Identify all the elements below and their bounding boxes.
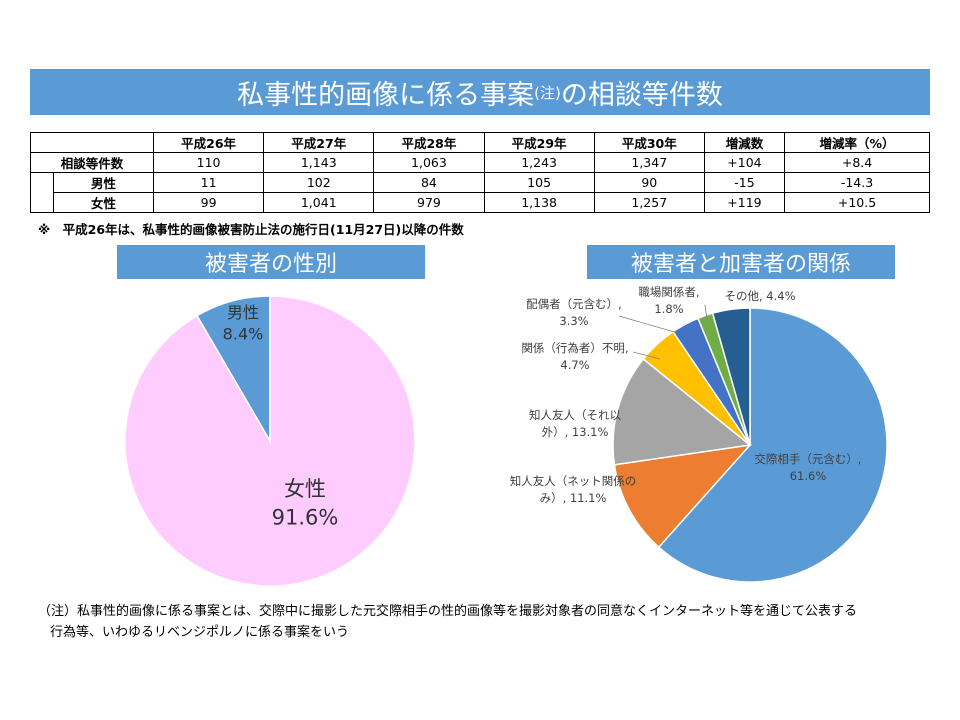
row-label: 女性 [53, 192, 154, 213]
relation-chart-title: 被害者と加害者の関係 [587, 245, 895, 279]
pie-label: 配偶者（元含む）, [526, 297, 622, 311]
footnote-bottom-line2: 行為等、いわゆるリベンジポルノに係る事案をいう [50, 625, 350, 640]
pie-slice [657, 307, 888, 583]
table-cell: 979 [373, 192, 485, 213]
pie-label: 外）, 13.1% [542, 425, 609, 439]
table-header: 増減率（%） [784, 132, 930, 153]
title-main-1: 私事性的画像に係る事案 [237, 79, 535, 111]
table-indent [30, 172, 54, 193]
pie-label: その他, 4.4% [724, 289, 795, 303]
gender-chart-title: 被害者の性別 [117, 245, 425, 279]
table-cell: 84 [373, 172, 485, 193]
table-header: 平成30年 [593, 132, 705, 153]
table-header-corner [30, 132, 154, 153]
table-cell: 1,347 [593, 152, 705, 173]
table-cell: 1,063 [373, 152, 485, 173]
title-note: (注) [534, 83, 561, 102]
pie-label: 61.6% [790, 469, 827, 483]
table-header: 平成26年 [152, 132, 265, 153]
table-cell: -14.3 [784, 172, 930, 193]
table-header: 増減数 [703, 132, 786, 153]
pie-label: み）, 11.1% [540, 491, 607, 505]
table-cell: 105 [483, 172, 595, 193]
consultation-table: 平成26年 平成27年 平成28年 平成29年 平成30年 増減数 増減率（%）… [30, 132, 930, 213]
pie-label: 職場関係者, [638, 285, 699, 299]
pie-label: 4.7% [560, 358, 589, 372]
row-label: 男性 [53, 172, 154, 193]
table-cell: +104 [703, 152, 786, 173]
table-header: 平成28年 [373, 132, 485, 153]
table-cell: 90 [593, 172, 705, 193]
pie-label: 知人友人（ネット関係の [510, 474, 637, 488]
pie-label: 3.3% [559, 314, 588, 328]
leader-line [632, 351, 661, 360]
pie-slice [612, 357, 752, 466]
table-cell: 1,243 [483, 152, 595, 173]
table-cell: 1,041 [263, 192, 375, 213]
table-cell: 110 [152, 152, 265, 173]
table-cell: 1,257 [593, 192, 705, 213]
table-cell: 11 [152, 172, 265, 193]
pie-label: 関係（行為者）不明, [521, 341, 628, 355]
table-header-row: 平成26年 平成27年 平成28年 平成29年 平成30年 増減数 増減率（%） [30, 132, 930, 153]
pie-value-label: 91.6% [272, 505, 339, 529]
table-row-female: 女性 99 1,041 979 1,138 1,257 +119 +10.5 [30, 192, 930, 213]
table-cell: 99 [152, 192, 265, 213]
pie-label: 知人友人（それ以 [529, 408, 621, 422]
table-cell: +8.4 [784, 152, 930, 173]
pie-slice [124, 295, 416, 587]
table-header: 平成29年 [483, 132, 595, 153]
table-cell: +119 [703, 192, 786, 213]
row-label: 相談等件数 [30, 152, 154, 173]
footnote-top: ※ 平成26年は、私事性的画像被害防止法の施行日(11月27日)以降の件数 [38, 222, 464, 237]
pie-label: 交際相手（元含む）, [754, 452, 861, 466]
footnote-bottom-line1: （注）私事性的画像に係る事案とは、交際中に撮影した元交際相手の性的画像等を撮影対… [38, 604, 858, 619]
page-title: 私事性的画像に係る事案 (注) の相談等件数 [30, 69, 930, 115]
pie-value-label: 8.4% [223, 325, 264, 344]
pie-label: 女性 [284, 477, 326, 501]
title-main-2: の相談等件数 [560, 79, 723, 111]
table-cell: +10.5 [784, 192, 930, 213]
table-cell: 1,138 [483, 192, 595, 213]
pie-slice [711, 307, 751, 446]
gender-pie-chart: 男性 8.4% 女性 91.6% [124, 295, 416, 587]
table-row-total: 相談等件数 110 1,143 1,063 1,243 1,347 +104 +… [30, 152, 930, 173]
table-indent [30, 192, 54, 213]
pie-label: 男性 [227, 303, 259, 322]
leader-line [618, 315, 679, 334]
leader-line [704, 304, 708, 321]
pie-slice [613, 443, 752, 549]
pie-label: 1.8% [654, 302, 683, 316]
table-cell: -15 [703, 172, 786, 193]
table-cell: 102 [263, 172, 375, 193]
table-row-male: 男性 11 102 84 105 90 -15 -14.3 [30, 172, 930, 193]
table-cell: 1,143 [263, 152, 375, 173]
table-header: 平成27年 [263, 132, 375, 153]
footnote-bottom: （注）私事性的画像に係る事案とは、交際中に撮影した元交際相手の性的画像等を撮影対… [38, 601, 938, 643]
